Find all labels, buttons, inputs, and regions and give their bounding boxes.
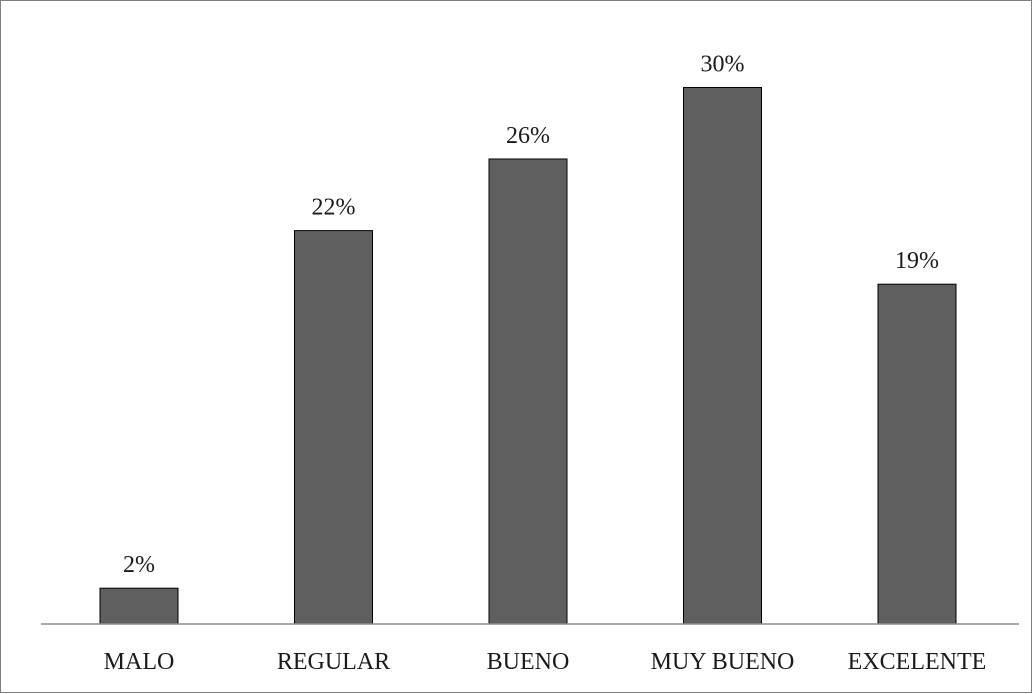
x-tick-labels-layer: MALO REGULAR BUENO MUY BUENO EXCELENTE (104, 649, 987, 675)
bar-excelente (877, 283, 957, 625)
data-label-malo: 2% (123, 552, 155, 578)
bar-muy-bueno (683, 87, 762, 625)
x-tick-label-malo: MALO (104, 649, 175, 675)
x-tick-label-excelente: EXCELENTE (848, 649, 987, 675)
bars-layer (99, 87, 957, 625)
data-label-regular: 22% (312, 195, 356, 221)
data-labels-layer: 2% 22% 26% 30% 19% (123, 52, 939, 579)
x-tick-label-muy-bueno: MUY BUENO (651, 649, 795, 675)
data-label-excelente: 19% (895, 248, 939, 274)
data-label-muy-bueno: 30% (701, 52, 745, 78)
data-label-bueno: 26% (506, 123, 550, 149)
bar-malo (99, 587, 179, 625)
x-tick-label-regular: REGULAR (277, 649, 390, 675)
x-tick-label-bueno: BUENO (487, 649, 570, 675)
bar-regular (294, 230, 373, 625)
bar-bueno (488, 158, 568, 625)
